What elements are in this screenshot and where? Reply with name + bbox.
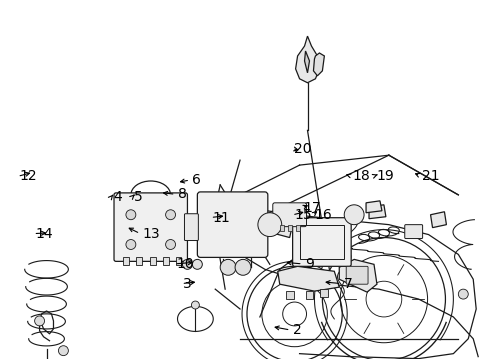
Bar — [163, 257, 168, 265]
Text: 11: 11 — [212, 211, 230, 225]
Text: 3: 3 — [183, 276, 192, 291]
FancyBboxPatch shape — [346, 266, 367, 284]
Text: 9: 9 — [304, 257, 313, 271]
Polygon shape — [366, 201, 381, 213]
Circle shape — [35, 316, 44, 326]
Bar — [279, 225, 283, 231]
Polygon shape — [277, 266, 339, 291]
Polygon shape — [368, 205, 385, 219]
Bar — [122, 257, 129, 265]
Circle shape — [235, 260, 250, 275]
Text: 16: 16 — [314, 208, 331, 222]
Circle shape — [192, 260, 202, 269]
Text: 19: 19 — [376, 169, 393, 183]
Text: 5: 5 — [134, 190, 142, 204]
Bar — [175, 257, 181, 265]
Bar — [299, 225, 344, 260]
Text: 18: 18 — [351, 169, 369, 183]
Text: 13: 13 — [142, 226, 160, 240]
FancyBboxPatch shape — [184, 214, 198, 240]
Circle shape — [59, 346, 68, 356]
Bar — [320, 289, 327, 297]
Bar — [305, 291, 313, 299]
Circle shape — [257, 213, 281, 237]
Polygon shape — [429, 212, 446, 228]
FancyBboxPatch shape — [114, 193, 187, 261]
Polygon shape — [313, 53, 324, 76]
Circle shape — [165, 210, 175, 220]
FancyBboxPatch shape — [197, 192, 267, 257]
Text: 2: 2 — [292, 323, 301, 337]
Bar — [287, 225, 291, 231]
Circle shape — [126, 239, 136, 249]
Text: 15: 15 — [293, 208, 311, 222]
Text: 21: 21 — [421, 169, 439, 183]
Bar — [295, 225, 299, 231]
Text: 4: 4 — [113, 190, 122, 204]
Polygon shape — [304, 51, 309, 73]
Text: 17: 17 — [303, 201, 321, 215]
FancyBboxPatch shape — [404, 225, 422, 239]
Text: 8: 8 — [177, 187, 186, 201]
Circle shape — [191, 301, 199, 309]
Bar — [285, 291, 293, 299]
Circle shape — [457, 289, 468, 299]
Text: 20: 20 — [293, 141, 311, 156]
Text: 6: 6 — [192, 173, 201, 187]
Circle shape — [126, 210, 136, 220]
Polygon shape — [339, 260, 376, 292]
FancyBboxPatch shape — [292, 218, 350, 266]
Text: 7: 7 — [343, 276, 351, 291]
Text: 12: 12 — [20, 170, 37, 184]
Text: 14: 14 — [35, 226, 53, 240]
Polygon shape — [259, 213, 293, 238]
Circle shape — [344, 205, 364, 225]
FancyBboxPatch shape — [272, 203, 306, 227]
Bar — [149, 257, 155, 265]
Polygon shape — [295, 36, 319, 83]
Text: 10: 10 — [176, 257, 193, 271]
Bar — [136, 257, 142, 265]
Circle shape — [220, 260, 236, 275]
Circle shape — [182, 260, 192, 269]
Circle shape — [165, 239, 175, 249]
